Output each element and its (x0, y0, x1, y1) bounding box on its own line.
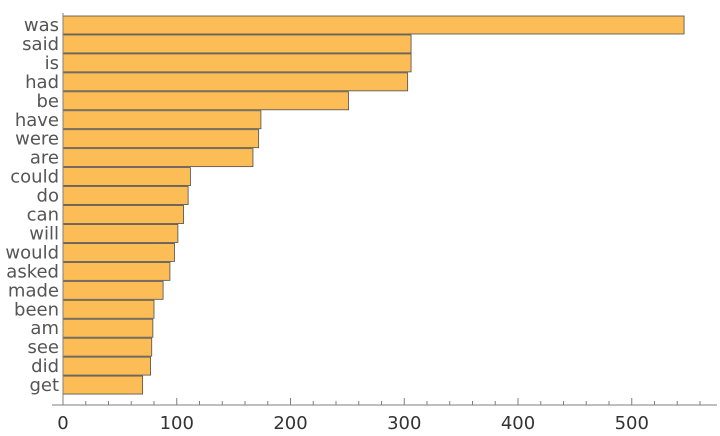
category-label-would: would (5, 242, 59, 263)
category-label-do: do (37, 186, 59, 207)
bar-would (62, 242, 175, 262)
bar-see (62, 337, 153, 357)
bar-are (62, 148, 254, 168)
bar-asked (62, 261, 171, 281)
category-label-made: made (8, 280, 59, 301)
bar-will (62, 224, 179, 243)
category-label-will: will (29, 223, 59, 244)
x-tick-label-500: 500 (615, 413, 649, 434)
category-label-get: get (29, 375, 59, 396)
category-label-said: said (22, 34, 59, 55)
x-tick-label-200: 200 (273, 413, 307, 434)
category-label-asked: asked (6, 261, 59, 282)
bar-be (62, 91, 349, 111)
bar-were (62, 129, 260, 149)
x-tick-label-300: 300 (387, 413, 421, 434)
category-label-was: was (24, 15, 59, 36)
bar-could (62, 167, 191, 187)
bars-layer (62, 15, 685, 395)
x-tick-label-0: 0 (57, 413, 68, 434)
bar-can (62, 205, 184, 224)
category-label-had: had (25, 72, 59, 93)
category-label-be: be (37, 91, 60, 112)
bar-did (62, 356, 151, 376)
bar-get (62, 375, 144, 395)
category-label-am: am (30, 318, 59, 339)
bar-been (62, 299, 155, 319)
x-axis: 0 100 200 300 400 500 (52, 13, 717, 434)
category-labels: wassaidishadbehavewerearecoulddocanwillw… (5, 15, 59, 396)
category-label-is: is (45, 53, 59, 74)
bar-have (62, 110, 262, 130)
bar-had (62, 72, 409, 92)
category-label-did: did (31, 356, 59, 377)
category-label-have: have (15, 110, 59, 131)
bar-do (62, 186, 189, 205)
bar-made (62, 280, 164, 300)
category-label-been: been (14, 299, 59, 320)
bar-am (62, 318, 154, 338)
category-label-can: can (27, 205, 59, 226)
bar-was (62, 15, 685, 35)
x-tick-label-100: 100 (160, 413, 194, 434)
bar-said (62, 34, 412, 54)
bar-is (62, 53, 412, 73)
category-label-are: are (30, 148, 59, 169)
x-tick-label-400: 400 (501, 413, 535, 434)
category-label-see: see (27, 337, 59, 358)
category-label-could: could (10, 167, 59, 188)
category-label-were: were (15, 129, 59, 150)
